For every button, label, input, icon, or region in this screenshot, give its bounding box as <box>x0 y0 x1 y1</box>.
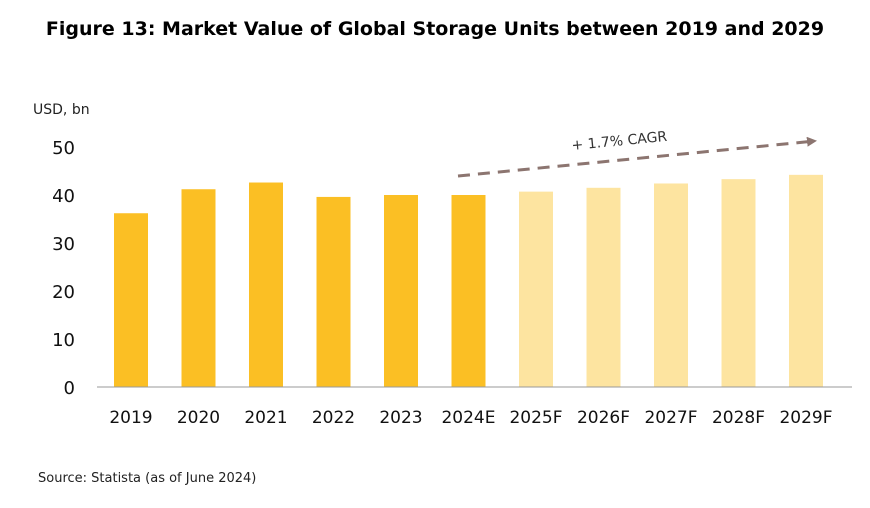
x-tick-label: 2021 <box>244 408 287 428</box>
x-tick-label: 2025F <box>509 408 562 428</box>
y-tick-label: 50 <box>52 138 75 159</box>
bar-2024E <box>451 195 486 387</box>
x-tick-label: 2024E <box>441 408 495 428</box>
y-tick-label: 0 <box>64 378 75 399</box>
source-note: Source: Statista (as of June 2024) <box>38 471 257 486</box>
cagr-annotation: + 1.7% CAGR <box>571 129 668 154</box>
bar-2025F <box>519 191 553 387</box>
bar-2023 <box>384 195 418 387</box>
bar-2026F <box>586 187 621 387</box>
bar-2019 <box>114 213 148 387</box>
x-tick-label: 2027F <box>644 408 697 428</box>
x-tick-label: 2028F <box>712 408 765 428</box>
x-tick-label: 2022 <box>312 408 355 428</box>
x-tick-label: 2023 <box>379 408 422 428</box>
y-tick-label: 30 <box>52 234 75 255</box>
bar-2022 <box>316 196 351 387</box>
x-tick-label: 2026F <box>577 408 630 428</box>
y-tick-label: 20 <box>52 282 75 303</box>
x-tick-label: 2020 <box>177 408 220 428</box>
bar-2028F <box>721 179 756 387</box>
bar-2027F <box>654 183 688 387</box>
x-tick-label: 2029F <box>779 408 832 428</box>
y-tick-label: 40 <box>52 186 75 207</box>
chart-title: Figure 13: Market Value of Global Storag… <box>45 18 825 40</box>
bar-2021 <box>249 182 283 387</box>
x-tick-label: 2019 <box>109 408 152 428</box>
y-axis-unit-label: USD, bn <box>33 102 90 118</box>
bar-2029F <box>789 174 823 387</box>
bar-2020 <box>181 189 216 387</box>
y-tick-label: 10 <box>52 330 75 351</box>
